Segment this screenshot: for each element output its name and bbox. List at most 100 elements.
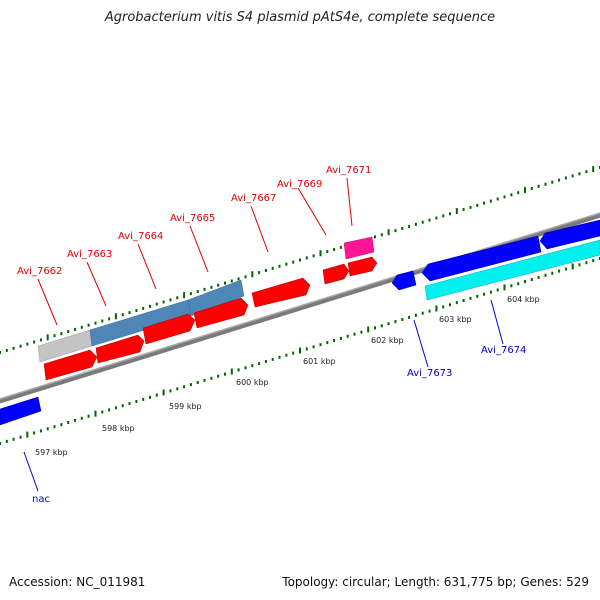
minor-tick-mark: [374, 326, 376, 330]
minor-tick-mark: [128, 311, 131, 315]
scale-label-604: 604 kbp: [507, 295, 540, 304]
major-tick-mark: [387, 229, 390, 236]
minor-tick-mark: [142, 397, 145, 401]
minor-tick-mark: [258, 362, 261, 366]
gene-label-avi-7674: Avi_7674: [481, 345, 526, 356]
major-tick-mark: [26, 431, 29, 438]
minor-tick-mark: [558, 269, 561, 273]
minor-tick-mark: [87, 323, 90, 327]
minor-tick-mark: [346, 334, 349, 338]
minor-tick-mark: [80, 325, 83, 329]
minor-tick-mark: [26, 342, 29, 346]
major-tick-mark: [94, 410, 97, 417]
red-gene-arrow[interactable]: [322, 263, 350, 285]
red-gene-arrow[interactable]: [251, 277, 311, 308]
minor-tick-mark: [517, 191, 520, 195]
minor-tick-mark: [196, 290, 199, 293]
minor-tick-mark: [380, 324, 383, 328]
minor-tick-mark: [394, 229, 397, 233]
scale-label-602: 602 kbp: [371, 336, 404, 345]
minor-tick-mark: [271, 357, 274, 361]
minor-tick-mark: [149, 304, 151, 308]
gene-label-avi-7667: Avi_7667: [231, 193, 276, 204]
blue-gene-arrow[interactable]: [539, 219, 600, 250]
minor-tick-mark: [285, 262, 288, 266]
minor-tick-mark: [551, 271, 554, 275]
steelblue-feature-right[interactable]: [187, 279, 245, 317]
minor-tick-mark: [510, 193, 513, 197]
minor-tick-mark: [469, 296, 472, 300]
accession-text: Accession: NC_011981: [9, 575, 146, 589]
minor-tick-mark: [496, 197, 499, 201]
minor-tick-mark: [408, 224, 411, 228]
blue-gene-arrow[interactable]: [391, 270, 417, 291]
minor-tick-mark: [380, 233, 383, 237]
gene-label-nac: nac: [32, 494, 50, 505]
topology-summary-text: Topology: circular; Length: 631,775 bp; …: [282, 575, 589, 589]
blue-gene-arrow[interactable]: [421, 235, 542, 282]
minor-tick-mark: [5, 439, 8, 443]
minor-tick-mark: [585, 170, 588, 174]
major-tick-mark: [571, 263, 574, 270]
minor-tick-mark: [449, 303, 451, 307]
scale-label-599: 599 kbp: [169, 402, 202, 411]
minor-tick-mark: [94, 321, 97, 325]
minor-tick-mark: [564, 176, 567, 180]
minor-tick-mark: [0, 442, 1, 445]
minor-tick-mark: [442, 305, 445, 309]
minor-tick-mark: [360, 330, 363, 334]
minor-tick-mark: [155, 393, 158, 397]
minor-tick-mark: [128, 402, 131, 406]
red-gene-arrow[interactable]: [43, 349, 98, 381]
minor-tick-mark: [244, 366, 247, 370]
minor-tick-mark: [196, 381, 199, 384]
minor-tick-mark: [183, 385, 186, 389]
minor-tick-mark: [578, 263, 581, 267]
gene-label-avi-7664: Avi_7664: [118, 231, 163, 242]
minor-tick-mark: [449, 212, 451, 216]
minor-tick-mark: [217, 374, 220, 378]
minor-tick-mark: [496, 288, 499, 292]
minor-tick-mark: [442, 214, 445, 218]
reverse-leader-lines: [23, 299, 504, 492]
minor-tick-mark: [162, 300, 165, 304]
minor-tick-mark: [258, 271, 261, 275]
minor-tick-mark: [312, 345, 315, 349]
pink-feature-block[interactable]: [343, 236, 375, 260]
minor-tick-mark: [87, 414, 90, 418]
minor-tick-mark: [203, 287, 206, 291]
minor-tick-mark: [537, 184, 540, 188]
major-tick-mark: [503, 284, 506, 291]
minor-tick-mark: [142, 306, 145, 310]
minor-tick-mark: [264, 269, 267, 272]
minor-tick-mark: [155, 302, 158, 306]
minor-tick-mark: [333, 248, 336, 251]
minor-tick-mark: [462, 299, 465, 302]
minor-tick-mark: [189, 292, 192, 296]
red-gene-arrow[interactable]: [347, 256, 378, 277]
minor-tick-mark: [489, 290, 492, 294]
minor-tick-mark: [67, 330, 70, 333]
minor-tick-mark: [394, 320, 397, 324]
blue-gene-arrow[interactable]: [0, 396, 42, 426]
minor-tick-mark: [483, 201, 486, 205]
minor-tick-mark: [12, 437, 15, 441]
minor-tick-mark: [510, 284, 513, 288]
minor-tick-mark: [135, 309, 138, 312]
major-tick-mark: [230, 368, 233, 375]
minor-tick-mark: [292, 351, 295, 355]
minor-tick-mark: [237, 368, 240, 372]
minor-tick-mark: [224, 372, 226, 376]
scale-label-597: 597 kbp: [35, 448, 68, 457]
minor-tick-mark: [524, 280, 526, 284]
major-tick-mark: [183, 292, 186, 299]
scale-label-600: 600 kbp: [236, 378, 269, 387]
red-gene-arrow[interactable]: [95, 334, 145, 364]
red-gene-arrow[interactable]: [193, 297, 249, 329]
minor-tick-mark: [353, 332, 356, 336]
red-gene-arrow[interactable]: [142, 313, 196, 345]
minor-tick-mark: [19, 435, 22, 439]
minor-tick-mark: [585, 261, 588, 265]
minor-tick-mark: [312, 254, 315, 258]
cyan-feature-block[interactable]: [424, 239, 600, 301]
